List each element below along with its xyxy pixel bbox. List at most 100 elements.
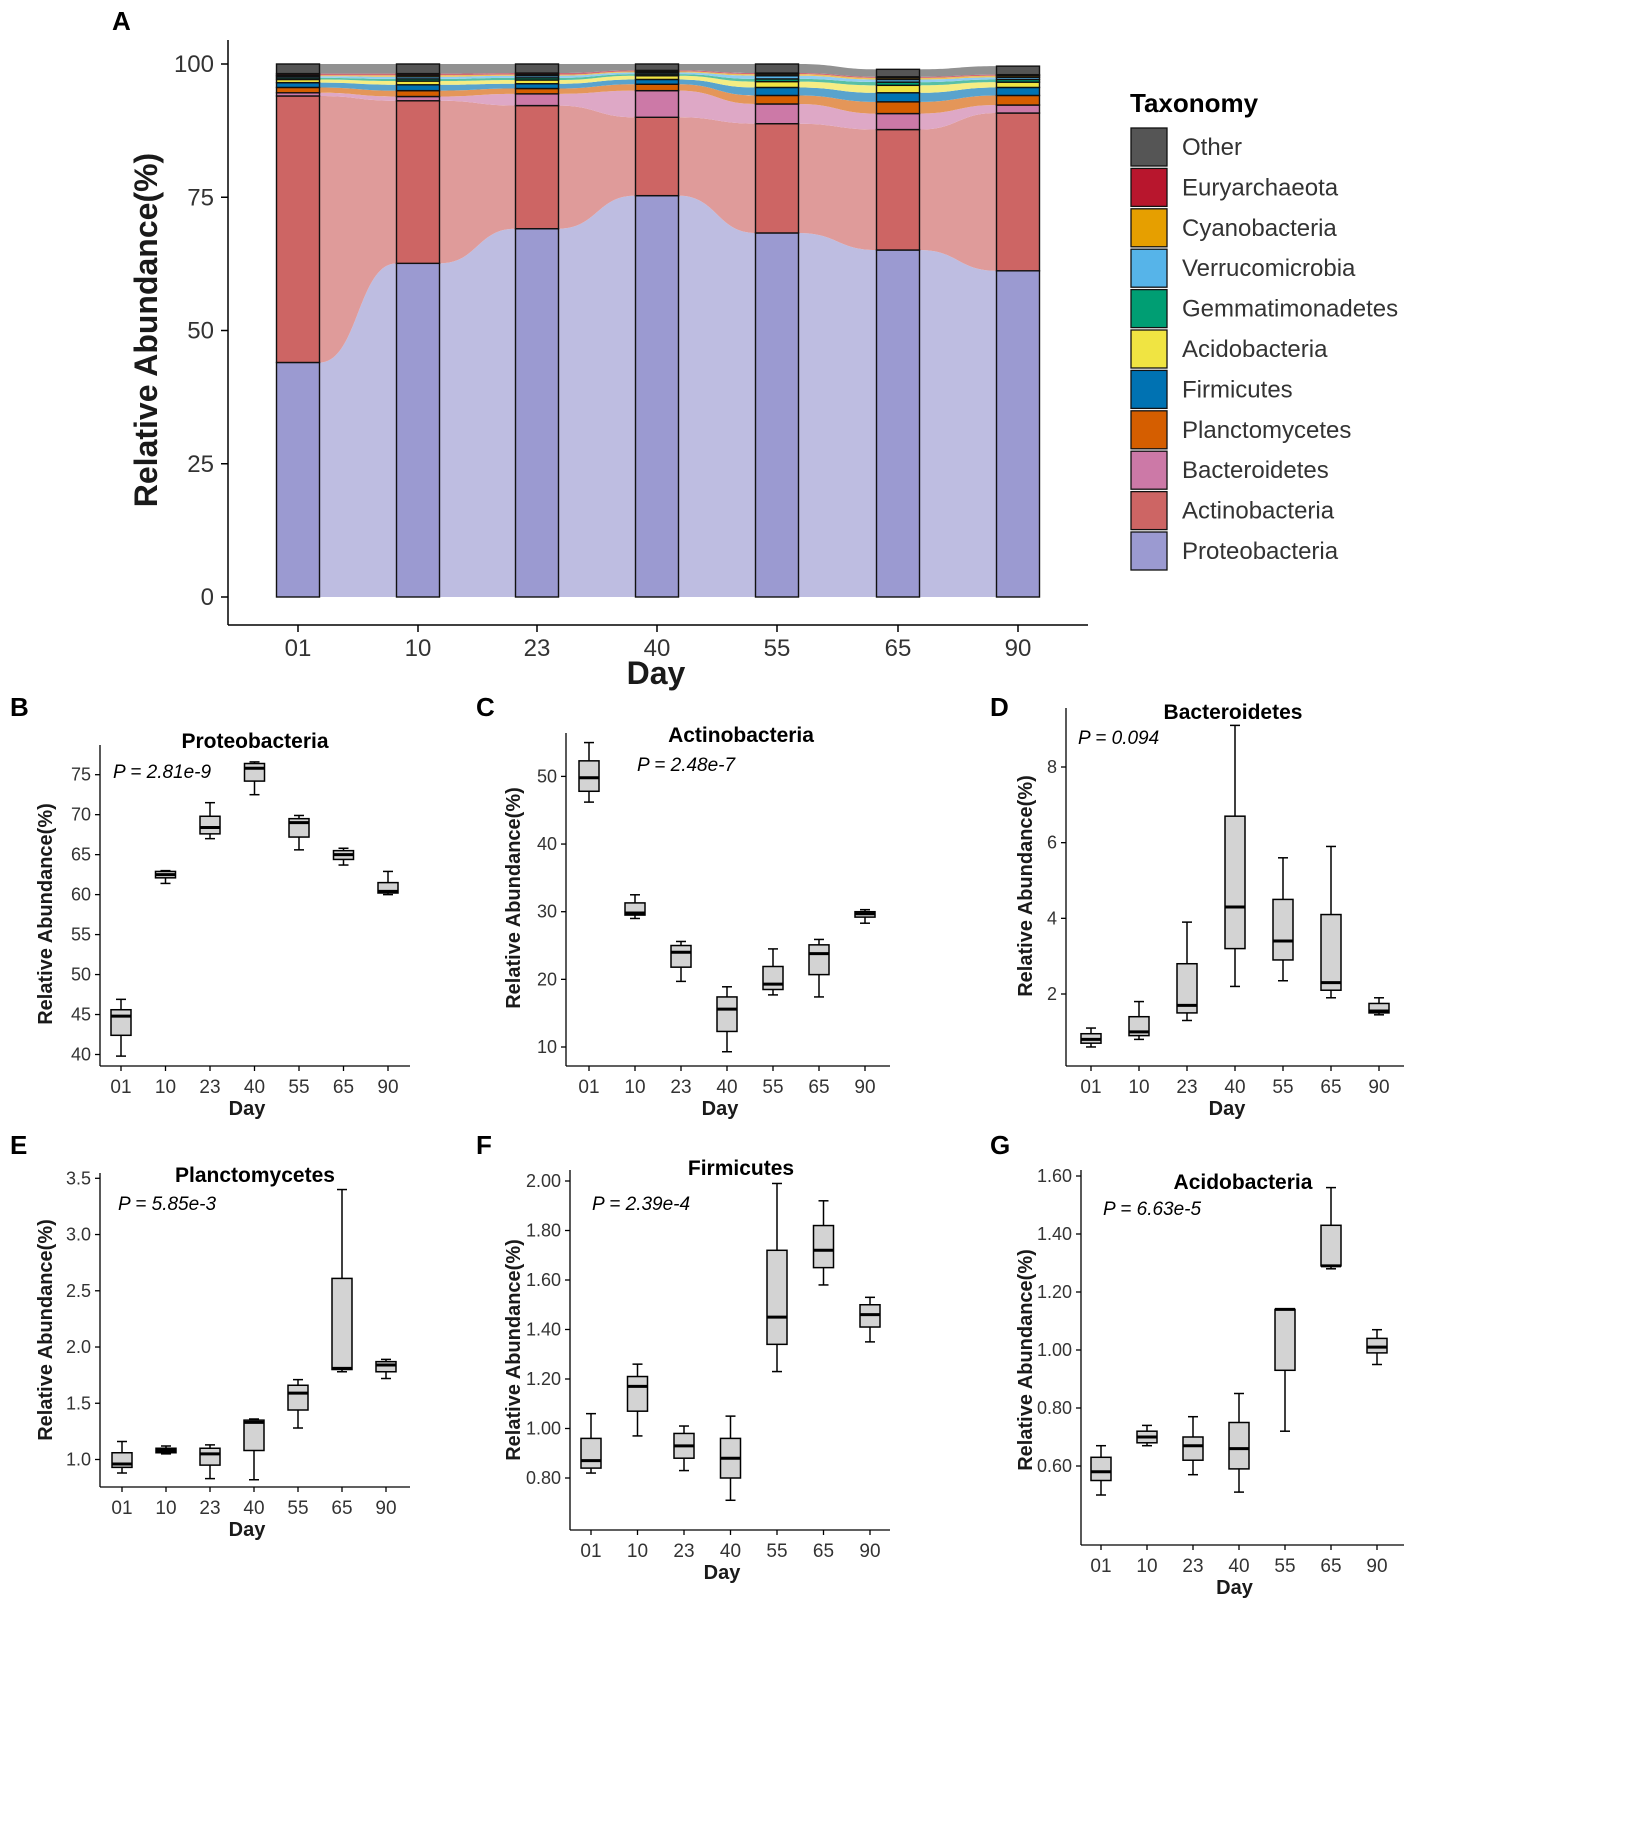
x-tick-label: 65 xyxy=(1320,1077,1341,1098)
box-iqr xyxy=(766,1249,788,1346)
flow-ribbon xyxy=(558,75,636,84)
flow-ribbon xyxy=(558,74,636,80)
x-tick-label: 01 xyxy=(1080,1077,1101,1098)
flow-ribbon xyxy=(319,95,397,363)
y-tick-label: 60 xyxy=(71,885,91,905)
legend-swatch xyxy=(1130,531,1168,571)
flow-ribbon xyxy=(558,71,636,76)
box-90 xyxy=(1368,997,1390,1016)
bar-segment xyxy=(634,116,680,197)
box-01 xyxy=(578,741,600,803)
x-tick-label: 40 xyxy=(1224,1077,1245,1098)
x-tick-label: 01 xyxy=(285,635,312,662)
flow-ribbon xyxy=(919,113,997,271)
x-tick-label: 01 xyxy=(110,1077,131,1098)
flow-ribbon xyxy=(919,250,997,597)
bar-segment xyxy=(395,100,441,265)
flow-ribbon xyxy=(319,87,397,97)
x-tick-label: 65 xyxy=(808,1077,829,1098)
flow-ribbon xyxy=(439,75,516,79)
panel-c: C Actinobacteria P = 2.48e-7 10 20 30 40 50 01 10… xyxy=(476,692,890,1120)
panel-title: Planctomycetes xyxy=(175,1164,335,1187)
legend-swatch xyxy=(1130,369,1168,410)
flow-ribbon xyxy=(558,79,636,89)
legend-label: Euryarchaeota xyxy=(1182,174,1339,201)
x-axis-title: Day xyxy=(627,655,686,691)
box-iqr xyxy=(716,996,738,1033)
flow-ribbon xyxy=(919,87,997,102)
x-tick-label: 55 xyxy=(764,635,791,662)
box-iqr xyxy=(670,944,692,968)
x-tick-label: 65 xyxy=(333,1077,354,1098)
x-tick-label: 10 xyxy=(624,1077,645,1098)
box-10 xyxy=(626,1363,649,1437)
bar-segment xyxy=(754,86,800,97)
box-40 xyxy=(1224,724,1246,988)
flow-ribbon xyxy=(678,64,756,74)
flow-ribbon xyxy=(319,73,397,76)
flow-ribbon xyxy=(798,95,877,114)
y-tick-label: 1.00 xyxy=(526,1419,561,1439)
bar-segment xyxy=(995,270,1041,598)
box-iqr xyxy=(331,1277,353,1371)
flow-ribbon xyxy=(558,105,636,229)
flow-ribbon xyxy=(798,75,877,83)
flow-ribbon xyxy=(919,77,997,83)
bar-segment xyxy=(754,232,800,598)
panel-title: Actinobacteria xyxy=(668,724,814,747)
legend-label: Cyanobacteria xyxy=(1182,215,1337,242)
panel-e: E Planctomycetes P = 5.85e-3 1.0 1.5 2.0 2.5 3.… xyxy=(10,1130,410,1541)
panel-title: Acidobacteria xyxy=(1174,1171,1313,1194)
box-90 xyxy=(377,870,399,896)
panel-a: A 0 25 50 75 100 01 10 23 40 55 65 90 Day Relative Abu… xyxy=(112,6,1398,691)
bar-segment xyxy=(754,80,800,89)
box-90 xyxy=(854,908,876,924)
y-tick-label: 1.40 xyxy=(526,1320,561,1340)
flow-ribbon xyxy=(439,79,516,85)
box-40 xyxy=(716,986,738,1053)
legend-swatch xyxy=(1130,208,1168,248)
x-tick-label: 40 xyxy=(243,1498,264,1519)
legend-label: Acidobacteria xyxy=(1182,336,1328,363)
bar-segment xyxy=(634,89,680,119)
flow-ribbon xyxy=(558,72,636,78)
bar-segment xyxy=(875,112,921,131)
flow-ribbon xyxy=(319,92,397,101)
legend-label: Bacteroidetes xyxy=(1182,457,1329,484)
y-axis-title: Relative Abundance(%) xyxy=(35,803,57,1025)
y-tick-label: 0.80 xyxy=(526,1468,561,1488)
box-iqr xyxy=(1320,913,1342,991)
panel-b: B Proteobacteria P = 2.81e-9 40 45 50 55 60 65 70… xyxy=(10,692,410,1120)
y-tick-label: 40 xyxy=(71,1045,91,1065)
bar-segment xyxy=(275,63,321,75)
panel-f-letter: F xyxy=(476,1130,492,1160)
flow-ribbon xyxy=(678,71,756,76)
p-value: P = 2.48e-7 xyxy=(637,755,736,776)
flow-ribbon xyxy=(439,64,516,74)
box-iqr xyxy=(1274,1308,1296,1372)
bar-segment xyxy=(754,63,800,74)
y-tick-label: 2.00 xyxy=(526,1171,561,1191)
y-axis-title: Relative Abundance(%) xyxy=(503,1239,525,1461)
y-axis-title: Relative Abundance(%) xyxy=(503,787,525,1009)
box-23 xyxy=(670,940,692,983)
y-tick-label: 65 xyxy=(71,845,91,865)
x-tick-label: 90 xyxy=(375,1498,396,1519)
flow-ribbon xyxy=(919,74,997,78)
box-55 xyxy=(1272,857,1294,982)
box-90 xyxy=(859,1296,881,1343)
y-tick-label: 1.00 xyxy=(1037,1340,1072,1360)
p-value: P = 6.63e-5 xyxy=(1103,1199,1201,1220)
y-tick-label: 20 xyxy=(537,969,557,989)
legend-title: Taxonomy xyxy=(1130,88,1259,118)
box-iqr xyxy=(1090,1456,1112,1482)
legend-label: Proteobacteria xyxy=(1182,538,1339,565)
x-axis-title: Day xyxy=(704,1562,742,1584)
x-axis-title: Day xyxy=(1209,1098,1247,1120)
box-iqr xyxy=(377,881,399,894)
flow-ribbon xyxy=(798,232,877,597)
flow-ribbon xyxy=(439,73,516,76)
flow-ribbon xyxy=(798,87,877,102)
